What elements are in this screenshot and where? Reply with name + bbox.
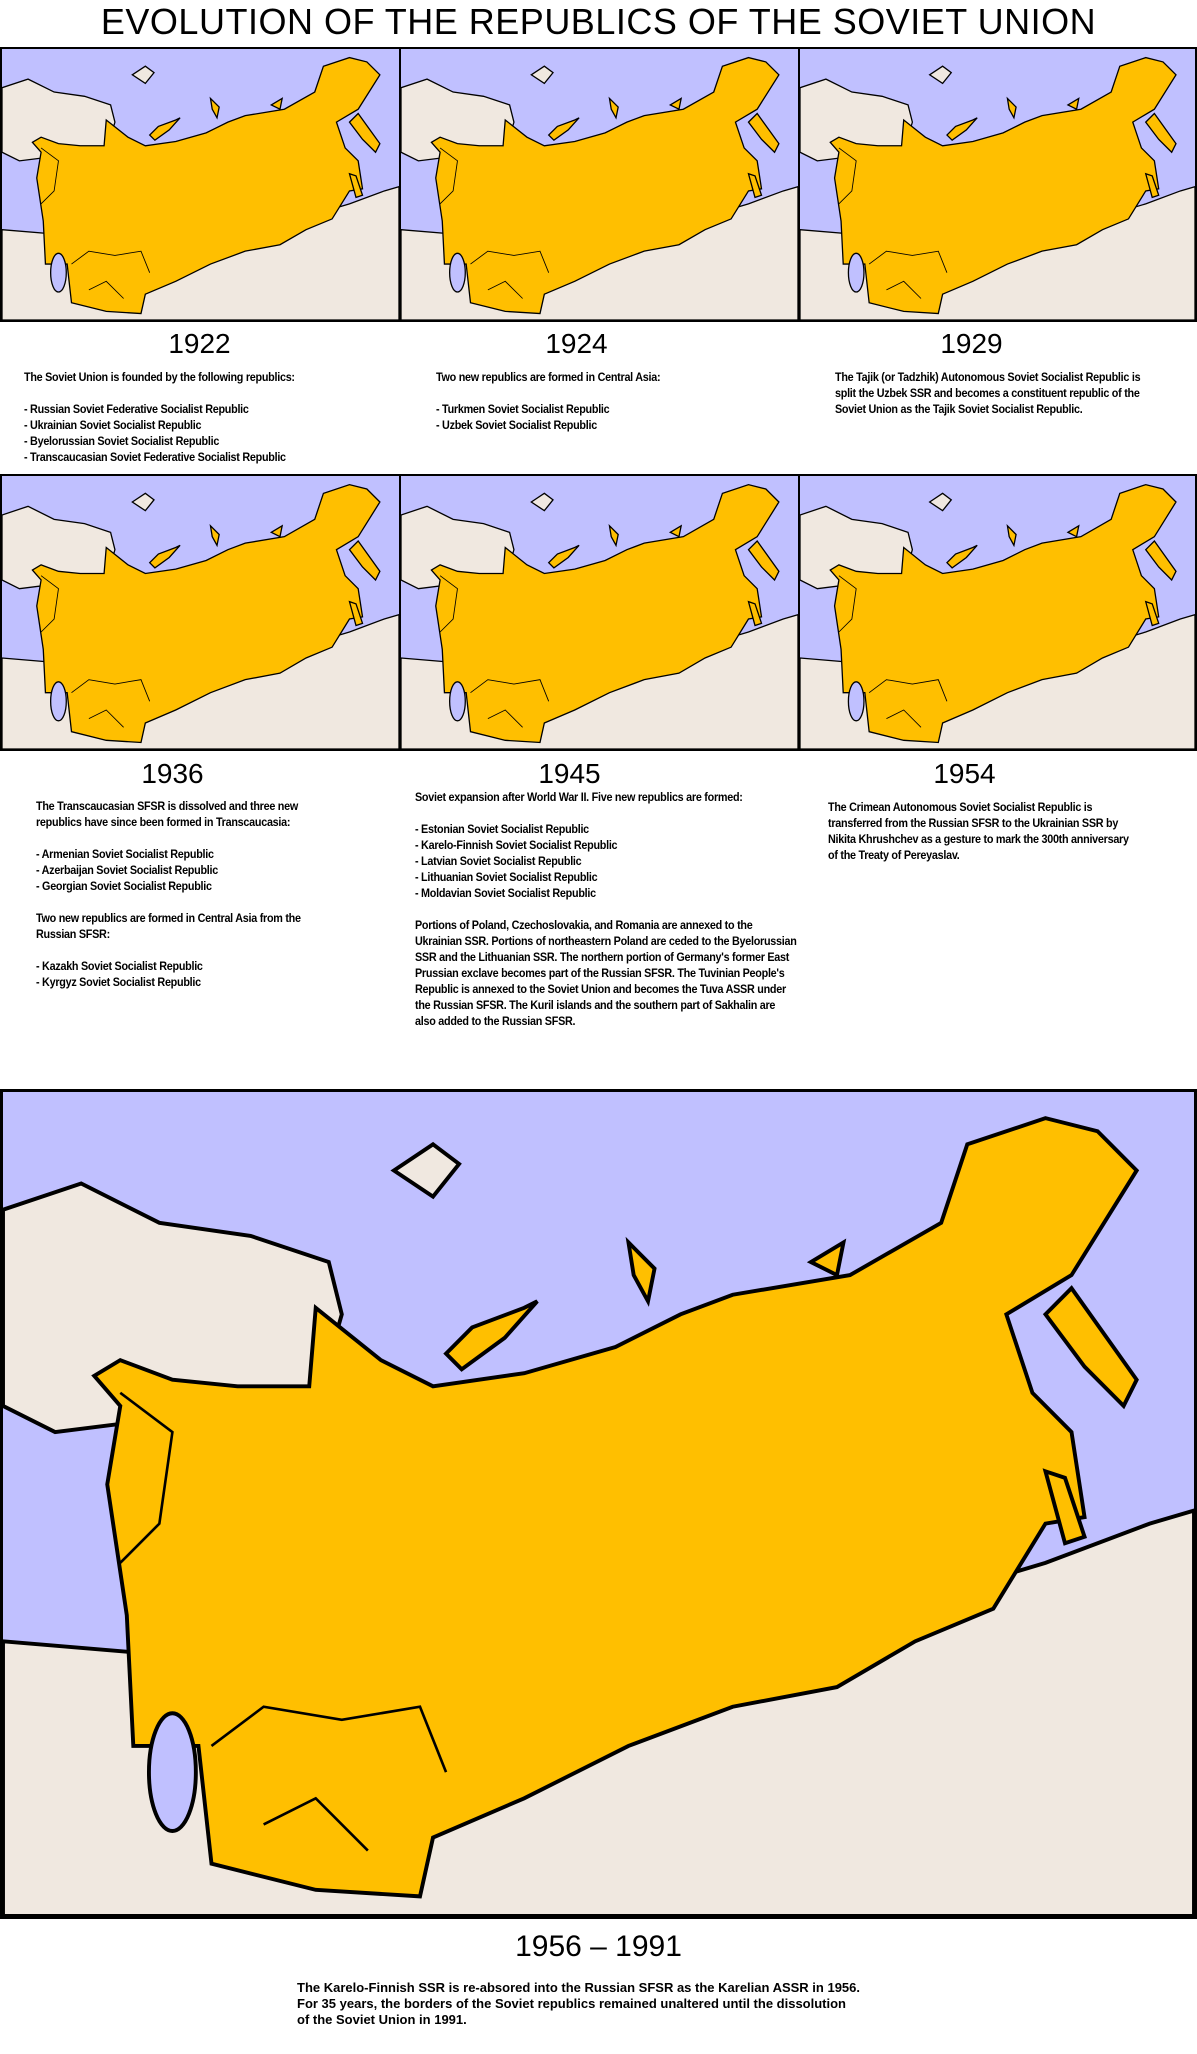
description-1924: Two new republics are formed in Central … [436, 370, 661, 432]
description-1954: The Crimean Autonomous Soviet Socialist … [828, 800, 1129, 862]
page-title: EVOLUTION OF THE REPUBLICS OF THE SOVIET… [100, 1, 1097, 42]
year-1954: 1954 [933, 758, 996, 789]
year-1922: 1922 [168, 328, 231, 359]
year-1929: 1929 [940, 328, 1003, 359]
description-1956-1991: The Karelo-Finnish SSR is re-absored int… [297, 1980, 860, 2027]
year-1924: 1924 [545, 328, 608, 359]
year-1956-1991: 1956 – 1991 [515, 1930, 682, 1963]
map-1954 [798, 474, 1197, 751]
map-1929 [798, 47, 1197, 322]
map-1945 [399, 474, 800, 751]
year-1936: 1936 [141, 758, 204, 789]
map-1936 [0, 474, 401, 751]
map-1924 [399, 47, 800, 322]
year-1945: 1945 [538, 758, 601, 789]
map-1956-1991 [0, 1089, 1197, 1919]
map-1922 [0, 47, 401, 322]
description-1936: The Transcaucasian SFSR is dissolved and… [36, 799, 301, 989]
description-1945: Soviet expansion after World War II. Fiv… [415, 790, 797, 1028]
description-1929: The Tajik (or Tadzhik) Autonomous Soviet… [835, 370, 1141, 416]
description-1922: The Soviet Union is founded by the follo… [24, 370, 295, 464]
